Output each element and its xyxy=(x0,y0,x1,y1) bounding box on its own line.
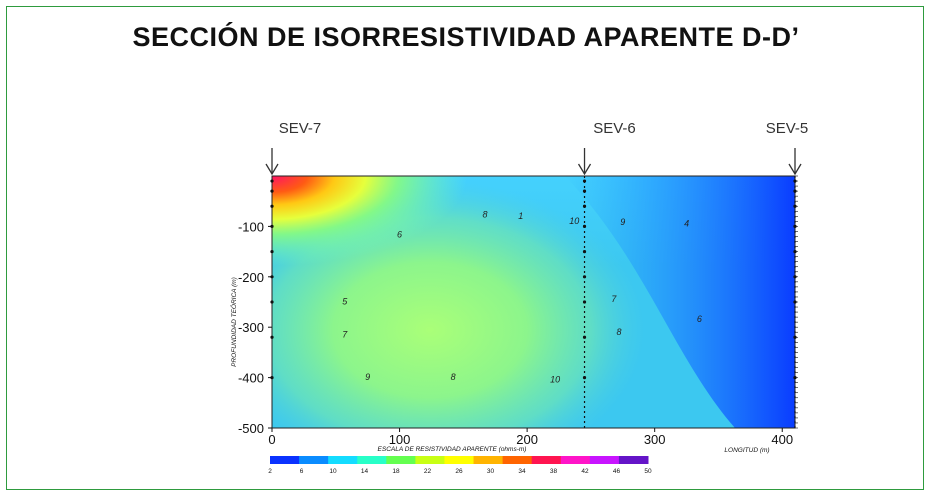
color-scale-title: ESCALA DE RESISTIVIDAD APARENTE (ohms-m) xyxy=(378,446,527,453)
sounding-point xyxy=(270,300,274,304)
y-tick-label: -300 xyxy=(238,320,264,335)
x-tick-label: 0 xyxy=(268,432,275,447)
color-scale-tick: 50 xyxy=(644,468,652,475)
contour-label: 1 xyxy=(518,211,523,221)
y-tick-label: -200 xyxy=(238,270,264,285)
contour-label: 4 xyxy=(684,218,689,228)
x-tick-label: 300 xyxy=(644,432,666,447)
color-scale-swatch xyxy=(328,456,358,464)
color-scale-swatch xyxy=(299,456,329,464)
color-scale-swatch xyxy=(589,456,620,464)
sounding-point xyxy=(270,250,274,254)
color-scale-swatch xyxy=(415,456,445,464)
sounding-point xyxy=(582,204,587,208)
y-axis-label: PROFUNDIDAD TEÓRICA (m) xyxy=(229,277,238,367)
resistivity-field xyxy=(272,176,795,428)
sounding-point xyxy=(582,300,587,304)
x-axis-label: LONGITUD (m) xyxy=(724,447,769,454)
color-scale-tick: 26 xyxy=(455,468,463,475)
contour-label: 5 xyxy=(342,297,348,307)
figure-frame xyxy=(6,6,924,490)
color-scale-tick: 18 xyxy=(392,468,400,475)
contour-label: 10 xyxy=(550,375,560,385)
sounding-point xyxy=(270,179,274,183)
color-scale-swatch xyxy=(502,456,533,464)
color-scale-tick: 42 xyxy=(581,468,589,475)
color-scale-swatch xyxy=(386,456,416,464)
contour-label: 7 xyxy=(342,329,348,339)
contour-label: 6 xyxy=(397,229,402,239)
sounding-point xyxy=(582,179,587,183)
contour-label: 6 xyxy=(697,314,702,324)
color-scale-tick: 10 xyxy=(329,468,337,475)
y-tick-label: -100 xyxy=(238,219,264,234)
color-scale-tick: 30 xyxy=(487,468,495,475)
sev-label: SEV-5 xyxy=(766,120,809,137)
color-scale-swatch xyxy=(270,456,300,464)
contour-label: 8 xyxy=(616,327,621,337)
color-scale-tick: 46 xyxy=(613,468,621,475)
sounding-point xyxy=(582,335,587,339)
color-scale-tick: 2 xyxy=(268,468,272,475)
sev-arrow-head xyxy=(577,163,592,176)
sounding-point xyxy=(582,376,587,380)
contour-label: 10 xyxy=(569,216,579,226)
color-scale-swatch xyxy=(531,456,562,464)
color-scale-swatch xyxy=(473,456,504,464)
sounding-point xyxy=(582,224,587,228)
sev-arrow-head xyxy=(265,163,279,176)
color-scale-tick: 38 xyxy=(550,468,558,475)
color-scale-swatch xyxy=(560,456,591,464)
color-scale-swatch xyxy=(357,456,387,464)
sounding-point xyxy=(582,275,587,279)
contour-label: 8 xyxy=(483,209,488,219)
chart-title: SECCIÓN DE ISORRESISTIVIDAD APARENTE D-D… xyxy=(132,22,800,52)
color-scale-swatch xyxy=(618,456,649,464)
sev-arrow-head xyxy=(788,163,802,176)
axes: SEV-7 SEV-6 SEV-5 -100 -200 -300 -400 -500 PROFU… xyxy=(229,120,808,475)
x-tick-label: 400 xyxy=(771,432,793,447)
color-scale-tick: 22 xyxy=(424,468,432,475)
x-tick-label: 200 xyxy=(516,432,538,447)
y-tick-label: -400 xyxy=(238,371,264,386)
y-tick-label: -500 xyxy=(238,421,264,436)
sounding-point xyxy=(270,189,274,193)
color-scale-tick: 34 xyxy=(518,468,526,475)
color-scale-tick: 14 xyxy=(361,468,369,475)
sev-label: SEV-7 xyxy=(279,120,322,137)
contour-label: 7 xyxy=(611,294,617,304)
field-hotspot xyxy=(272,176,795,428)
sounding-point xyxy=(582,250,587,254)
contour-label: 9 xyxy=(365,372,370,382)
color-scale-tick: 6 xyxy=(300,468,304,475)
color-scale-swatch xyxy=(444,456,475,464)
sounding-point xyxy=(270,335,274,339)
x-tick-label: 100 xyxy=(389,432,411,447)
sounding-point xyxy=(582,189,587,193)
sev-label: SEV-6 xyxy=(593,120,636,137)
contour-label: 9 xyxy=(620,217,625,227)
plot-area: 8 1 10 9 4 6 5 7 8 6 7 9 8 10 xyxy=(272,176,795,428)
sounding-point xyxy=(270,204,274,208)
contour-label: 8 xyxy=(451,372,456,382)
